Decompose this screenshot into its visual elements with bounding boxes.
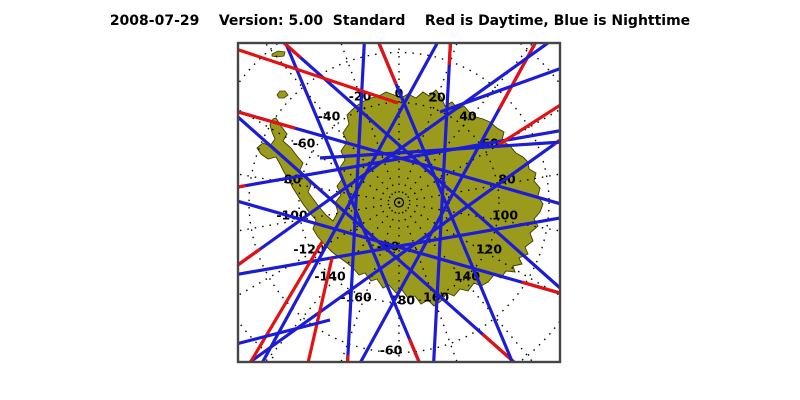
night-track: [281, 43, 560, 291]
day-track: [306, 257, 334, 362]
longitude-label: 100: [492, 208, 518, 223]
latitude-label: -60: [380, 343, 403, 358]
longitude-label: -40: [318, 109, 341, 124]
island: [276, 90, 289, 99]
longitude-label: -60: [293, 136, 316, 151]
night-track: [238, 110, 560, 206]
night-track: [238, 114, 517, 362]
plot-frame: [236, 41, 562, 364]
day-track: [447, 43, 453, 66]
day-track: [238, 47, 399, 105]
night-track: [358, 43, 538, 362]
day-track: [238, 184, 247, 189]
day-track: [553, 138, 560, 146]
night-track: [238, 318, 331, 346]
longitude-label: 20: [428, 90, 446, 105]
longitude-label: -140: [314, 269, 346, 284]
longitude-label: -160: [340, 290, 372, 305]
longitude-label: 120: [476, 242, 502, 257]
night-track: [377, 43, 515, 362]
day-track: [497, 103, 560, 147]
plot-title: 2008-07-29 Version: 5.00 Standard Red is…: [109, 13, 691, 29]
night-track: [238, 199, 560, 295]
day-track: [497, 43, 538, 110]
night-track: [238, 216, 560, 276]
pole-marker: [393, 197, 405, 208]
day-track: [521, 280, 560, 295]
night-track: [439, 67, 560, 114]
island: [271, 50, 286, 58]
latitude-circle: [248, 51, 550, 354]
day-track: [408, 338, 421, 362]
day-track: [481, 333, 517, 362]
latitude-circle: [298, 101, 500, 304]
night-track: [238, 129, 560, 189]
day-track: [248, 241, 324, 362]
day-track: [281, 43, 302, 59]
night-track: [283, 43, 421, 362]
night-track: [238, 43, 551, 267]
night-track: [432, 43, 453, 362]
night-track: [247, 138, 560, 362]
night-track: [260, 43, 440, 362]
night-track: [345, 43, 366, 362]
night-track: [319, 140, 560, 160]
day-track: [238, 110, 296, 130]
day-track: [238, 247, 262, 267]
pole-dot: [397, 201, 401, 204]
longitude-label: 40: [459, 109, 477, 124]
